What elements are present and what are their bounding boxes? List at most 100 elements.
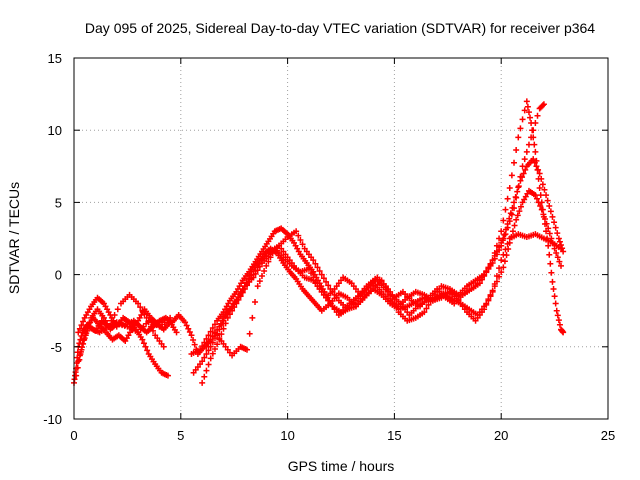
data-point-interp: [80, 318, 87, 325]
data-point-interp: [556, 321, 563, 328]
data-point-interp: [308, 270, 315, 277]
data-point-interp: [86, 319, 93, 326]
data-point-interp: [543, 228, 550, 235]
data-point-interp: [249, 314, 256, 321]
data-point-interp: [491, 280, 498, 287]
data-point: [540, 101, 547, 108]
data-point-interp: [511, 159, 518, 166]
data-point-interp: [524, 103, 531, 110]
data-point-interp: [516, 208, 523, 215]
data-point-interp: [508, 211, 515, 218]
data-point-interp: [534, 166, 541, 173]
data-point: [75, 358, 82, 365]
y-tick-label: 5: [55, 195, 62, 210]
data-point-interp: [299, 241, 306, 248]
x-tick-label: 15: [387, 428, 401, 443]
data-point-interp: [500, 251, 507, 258]
data-point-interp: [527, 114, 534, 121]
data-point: [207, 355, 214, 362]
data-point-interp: [201, 354, 208, 361]
x-tick-label: 0: [70, 428, 77, 443]
data-point: [489, 288, 496, 295]
data-point-interp: [525, 141, 532, 148]
data-point: [558, 245, 565, 252]
data-point: [513, 216, 520, 223]
data-point: [244, 346, 251, 353]
data-point-interp: [539, 102, 546, 109]
data-point-interp: [555, 317, 562, 324]
data-point-interp: [483, 269, 490, 276]
data-point-interp: [186, 328, 193, 335]
data-point-interp: [525, 109, 532, 116]
data-point-interp: [550, 286, 557, 293]
data-point: [558, 262, 565, 269]
data-point: [81, 335, 88, 342]
data-point: [555, 235, 562, 242]
data-point: [515, 134, 522, 141]
data-point-interp: [534, 112, 541, 119]
data-point-interp: [554, 254, 561, 261]
data-point-interp: [393, 304, 400, 311]
data-point: [75, 329, 82, 336]
data-point-interp: [252, 299, 259, 306]
data-point-interp: [256, 278, 263, 285]
data-point: [528, 134, 535, 141]
data-point-interp: [489, 257, 496, 264]
data-point: [502, 231, 509, 238]
data-point-interp: [556, 258, 563, 265]
data-point: [233, 297, 240, 304]
data-point-interp: [108, 317, 115, 324]
data-point-interp: [76, 352, 83, 359]
data-point-interp: [209, 350, 216, 357]
data-point-interp: [546, 230, 553, 237]
data-point: [139, 336, 146, 343]
data-point-interp: [500, 235, 507, 242]
y-tick-label: -5: [50, 340, 62, 355]
x-tick-label: 20: [494, 428, 508, 443]
data-point: [543, 192, 550, 199]
data-point-interp: [508, 172, 515, 179]
data-point-interp: [141, 311, 148, 318]
data-point-interp: [514, 188, 521, 195]
data-point-interp: [150, 327, 157, 334]
data-point-interp: [391, 300, 398, 307]
data-point-interp: [139, 307, 146, 314]
data-point-interp: [498, 239, 505, 246]
data-point-interp: [83, 330, 90, 337]
series-track-5: [75, 101, 547, 365]
x-tick-label: 5: [177, 428, 184, 443]
data-point-interp: [552, 300, 559, 307]
data-point-interp: [502, 246, 509, 253]
data-point-interp: [211, 345, 218, 352]
data-point-interp: [530, 127, 537, 134]
data-point: [532, 148, 539, 155]
data-point-interp: [551, 219, 558, 226]
data-point-interp: [491, 252, 498, 259]
data-point-interp: [554, 230, 561, 237]
data-point-interp: [220, 317, 227, 324]
data-point-interp: [74, 364, 81, 371]
data-point-interp: [498, 269, 505, 276]
data-point-interp: [515, 184, 522, 191]
data-point-interp: [517, 173, 524, 180]
data-point: [532, 192, 539, 199]
data-point-interp: [502, 206, 509, 213]
data-point-interp: [544, 235, 551, 242]
data-point: [519, 163, 526, 170]
data-point-interp: [538, 199, 545, 206]
data-point-interp: [554, 312, 561, 319]
data-point-interp: [312, 278, 319, 285]
data-point-interp: [537, 203, 544, 210]
data-point-interp: [539, 206, 546, 213]
data-point-interp: [80, 340, 87, 347]
data-point-interp: [256, 263, 263, 270]
data-point-interp: [513, 147, 520, 154]
data-point: [506, 184, 513, 191]
data-point: [530, 156, 537, 163]
data-point-interp: [556, 238, 563, 245]
data-point: [310, 257, 317, 264]
data-point-interp: [496, 244, 503, 251]
data-point-interp: [267, 254, 274, 261]
data-point: [305, 265, 312, 272]
